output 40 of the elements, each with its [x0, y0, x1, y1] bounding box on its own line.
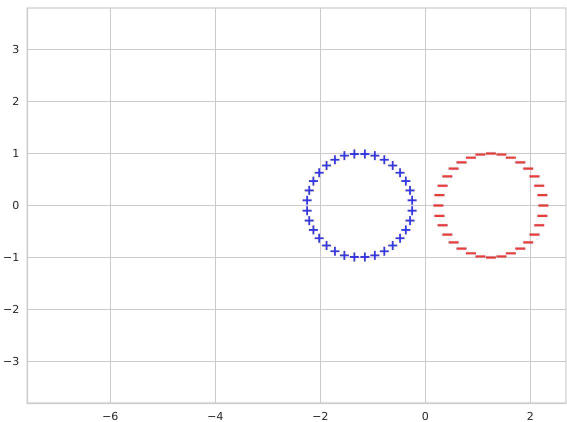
- point: [396, 234, 405, 243]
- y-tick-label: −1: [2, 250, 20, 264]
- point: [330, 246, 340, 256]
- point: [408, 196, 417, 205]
- y-tick-label: 1: [12, 147, 20, 160]
- y-tick-label: 2: [12, 95, 20, 108]
- point: [304, 186, 314, 195]
- point: [401, 176, 410, 186]
- point: [322, 160, 332, 170]
- point: [360, 252, 370, 262]
- x-tick-label: −6: [102, 410, 118, 422]
- x-tick-label: −4: [207, 410, 224, 422]
- point: [396, 168, 405, 178]
- point: [340, 151, 349, 160]
- point: [302, 196, 312, 205]
- point: [406, 216, 415, 226]
- point: [350, 150, 359, 159]
- point: [388, 160, 398, 170]
- point: [308, 176, 318, 186]
- y-tick-label: −3: [2, 354, 20, 368]
- y-tick-label: −2: [2, 302, 20, 316]
- point: [340, 250, 349, 260]
- point: [406, 186, 415, 195]
- point: [302, 206, 312, 216]
- y-tick-label: 0: [12, 199, 20, 212]
- point: [350, 252, 359, 262]
- x-tick-label: 0: [422, 410, 429, 422]
- point: [370, 250, 380, 260]
- point: [322, 241, 332, 250]
- point: [388, 241, 398, 250]
- x-tick-label: 2: [526, 410, 534, 422]
- point: [304, 216, 314, 226]
- point: [330, 155, 340, 164]
- point: [408, 206, 417, 216]
- point: [308, 225, 318, 234]
- point: [370, 151, 380, 160]
- x-tick-label: −2: [312, 410, 328, 422]
- point: [360, 150, 370, 159]
- y-tick-label: 3: [12, 43, 20, 56]
- point: [401, 225, 410, 234]
